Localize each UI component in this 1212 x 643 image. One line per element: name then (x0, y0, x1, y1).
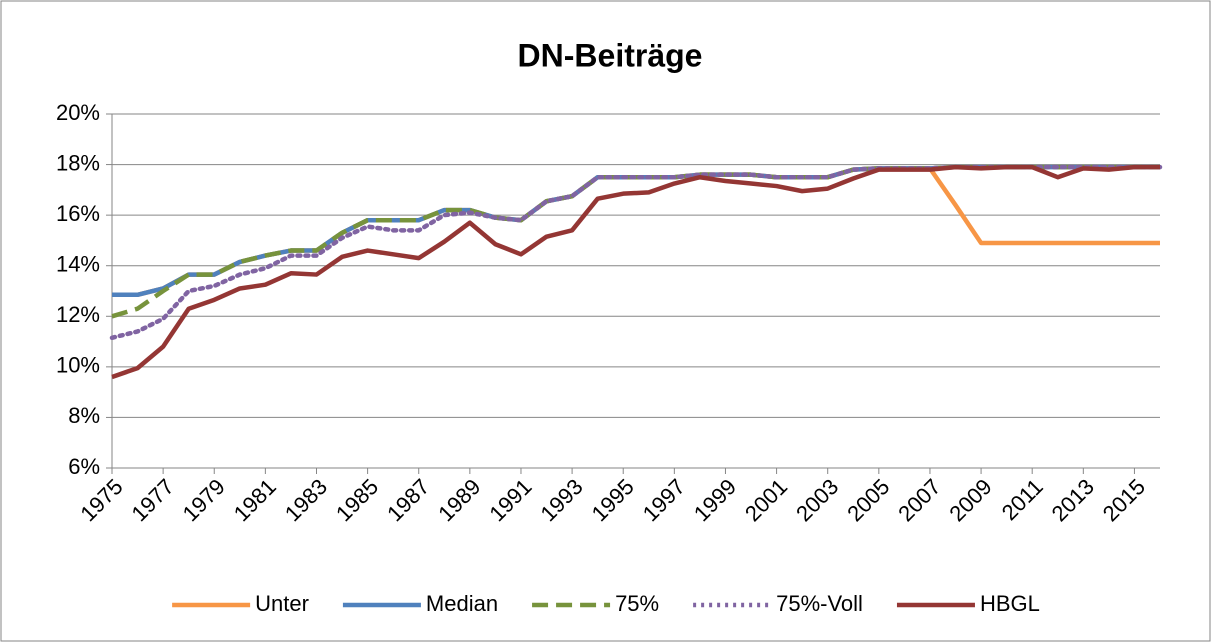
y-tick-label: 20% (56, 100, 100, 125)
legend-label: Median (426, 591, 498, 616)
legend-label: HBGL (980, 591, 1040, 616)
y-tick-label: 6% (68, 454, 100, 479)
series-line (111, 164, 1160, 380)
chart-title: DN-Beiträge (518, 37, 703, 73)
legend-label: 75% (615, 591, 659, 616)
legend-label: Unter (255, 591, 309, 616)
y-tick-label: 8% (68, 403, 100, 428)
y-tick-label: 16% (56, 201, 100, 226)
y-tick-label: 10% (56, 353, 100, 378)
legend: Unter Median 75% 75%-Voll HBGL (172, 591, 1040, 616)
y-tick-label: 12% (56, 302, 100, 327)
legend-label: 75%-Voll (776, 591, 863, 616)
y-tick-label: 14% (56, 252, 100, 277)
y-tick-label: 18% (56, 150, 100, 175)
